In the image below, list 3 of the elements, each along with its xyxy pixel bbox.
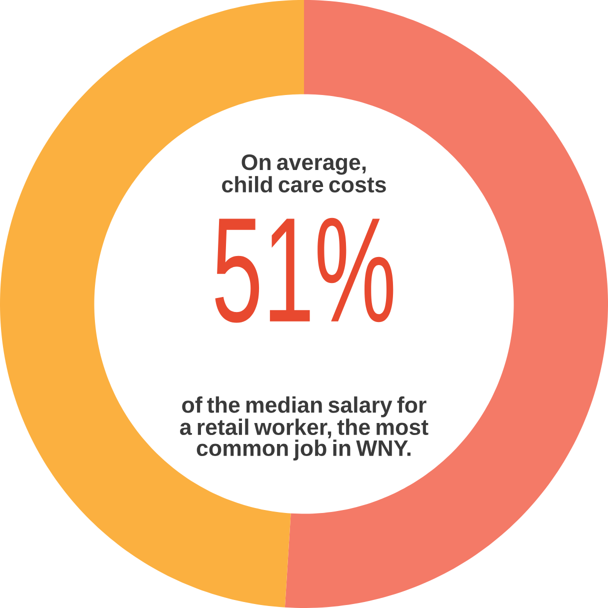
text: On average, child care costs (222, 154, 386, 192)
text: of the median salary for a retail worker, the most common job in WNY. (180, 396, 428, 460)
data-label: 51% (215, 218, 394, 323)
